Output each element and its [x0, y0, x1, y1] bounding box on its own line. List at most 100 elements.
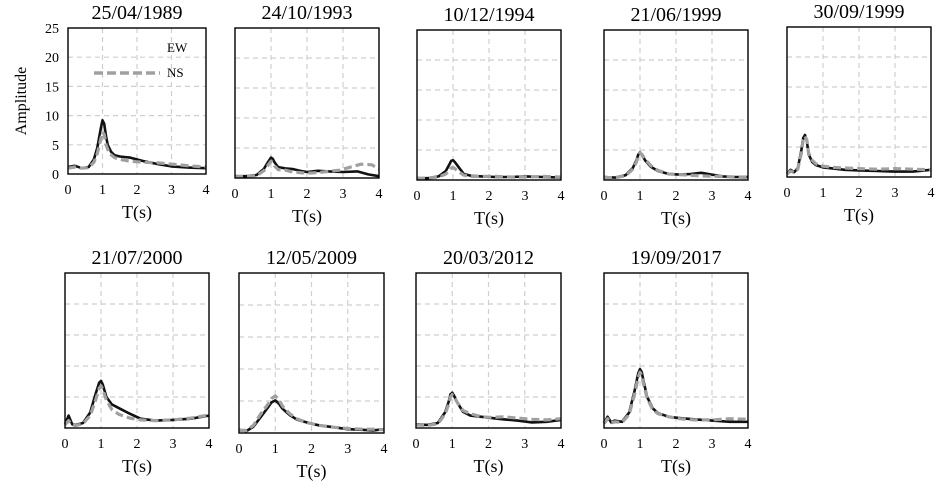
plot-frame	[67, 27, 207, 175]
series-line-ns	[604, 151, 749, 180]
x-tick-label: 2	[308, 442, 315, 457]
x-axis-label: T(s)	[122, 202, 152, 223]
x-tick-label: 1	[820, 186, 827, 201]
subplot-title: 12/05/2009	[266, 247, 357, 269]
x-tick-label: 1	[98, 437, 105, 452]
x-tick-label: 0	[65, 183, 72, 198]
plot-frame	[603, 272, 749, 429]
series-line-ns	[417, 165, 562, 180]
x-tick-label: 3	[709, 189, 716, 204]
y-axis-label: Amplitude	[13, 67, 30, 135]
legend: EW NS	[94, 40, 188, 80]
x-tick-label: 1	[449, 437, 456, 452]
subplot-title: 20/03/2012	[443, 247, 534, 269]
series-line-ns	[63, 384, 210, 428]
x-tick-label: 4	[206, 437, 213, 452]
x-axis-label: T(s)	[122, 456, 152, 477]
subplot-3: 10/12/1994 0 1 2 3 4 T(s)	[414, 4, 565, 229]
x-tick-label: 3	[709, 437, 716, 452]
x-tick-label: 2	[673, 189, 680, 204]
subplot-title: 19/09/2017	[630, 247, 721, 269]
x-tick-label: 3	[168, 183, 175, 198]
y-tick-label: 0	[52, 168, 59, 183]
subplot-title: 21/06/1999	[630, 4, 721, 26]
legend-label-ew: EW	[167, 40, 188, 55]
plot-frame	[234, 27, 380, 179]
plot-frame	[415, 272, 562, 429]
x-axis-label: T(s)	[474, 208, 504, 229]
series-line-ew	[417, 158, 562, 180]
subplot-4: 21/06/1999 0 1 2 3 4 T(s)	[601, 4, 752, 229]
x-tick-label: 0	[601, 437, 608, 452]
x-axis-label: T(s)	[474, 456, 504, 477]
subplot-5: 30/09/1999 0 1 2 3 4 T(s)	[784, 1, 935, 226]
x-tick-label: 4	[558, 189, 565, 204]
x-tick-label: 3	[522, 189, 529, 204]
x-tick-label: 0	[601, 189, 608, 204]
x-axis-label: T(s)	[844, 205, 874, 226]
y-tick-label: 15	[45, 80, 59, 95]
subplot-title: 25/04/1989	[91, 2, 182, 24]
x-tick-label: 2	[486, 189, 493, 204]
x-tick-label: 1	[637, 437, 644, 452]
plot-frame	[416, 29, 562, 181]
x-tick-label: 2	[856, 186, 863, 201]
plot-frame	[603, 29, 749, 181]
subplot-9: 19/09/2017 0 1 2 3 4 T(s)	[601, 247, 752, 477]
subplot-title: 24/10/1993	[261, 2, 352, 24]
series-line-ns	[415, 392, 562, 428]
x-tick-label: 4	[745, 437, 752, 452]
subplot-2: 24/10/1993 0 1 2 3 4 T(s)	[232, 2, 383, 227]
series-line-ew	[602, 367, 748, 424]
x-tick-label: 3	[340, 187, 347, 202]
x-tick-label: 2	[485, 437, 492, 452]
subplot-6: 21/07/2000 0 1 2 3 4 T(s)	[62, 247, 213, 477]
y-tick-label: 25	[45, 22, 59, 37]
x-tick-label: 0	[414, 189, 421, 204]
x-tick-label: 0	[236, 442, 243, 457]
x-tick-label: 2	[304, 187, 311, 202]
x-tick-label: 2	[134, 183, 141, 198]
subplot-8: 20/03/2012 0 1 2 3 4 T(s)	[413, 247, 565, 477]
x-axis-label: T(s)	[292, 206, 322, 227]
y-tick-label: 20	[45, 51, 59, 66]
x-axis-label: T(s)	[661, 456, 691, 477]
subplot-title: 21/07/2000	[91, 247, 182, 269]
plot-frame	[64, 272, 210, 429]
plot-frame	[786, 26, 932, 178]
subplot-title: 30/09/1999	[813, 1, 904, 23]
x-tick-label: 0	[784, 186, 791, 201]
x-tick-label: 4	[558, 437, 565, 452]
series-line-ns	[67, 130, 207, 170]
series-line-ns	[602, 370, 749, 425]
x-axis-label: T(s)	[661, 208, 691, 229]
x-tick-label: 3	[892, 186, 899, 201]
series-line-ew	[67, 119, 207, 170]
x-tick-label: 1	[268, 187, 275, 202]
x-tick-label: 4	[928, 186, 935, 201]
subplot-7: 12/05/2009 0 1 2 3 4 T(s)	[236, 247, 388, 482]
x-axis-label: T(s)	[297, 461, 327, 482]
y-tick-label: 5	[52, 139, 59, 154]
x-tick-label: 0	[232, 187, 239, 202]
series-line-ns	[785, 134, 932, 176]
subplot-1: 25/04/1989 0 1 2 3 4 T(s) 0 5 10 15 20 25 Amplitude EW…	[13, 2, 210, 223]
x-tick-label: 3	[521, 437, 528, 452]
x-tick-label: 0	[413, 437, 420, 452]
plot-frame	[238, 272, 385, 434]
x-tick-label: 4	[203, 183, 210, 198]
x-tick-label: 2	[134, 437, 141, 452]
x-tick-label: 0	[62, 437, 69, 452]
x-tick-label: 2	[673, 437, 680, 452]
x-tick-label: 1	[637, 189, 644, 204]
x-tick-label: 4	[376, 187, 383, 202]
series-line-ns	[239, 394, 385, 432]
series-line-ew	[415, 391, 562, 427]
y-tick-label: 10	[45, 110, 59, 125]
x-tick-label: 1	[450, 189, 457, 204]
x-tick-label: 1	[272, 442, 279, 457]
x-tick-label: 3	[170, 437, 177, 452]
x-tick-label: 1	[99, 183, 106, 198]
x-tick-label: 4	[745, 189, 752, 204]
